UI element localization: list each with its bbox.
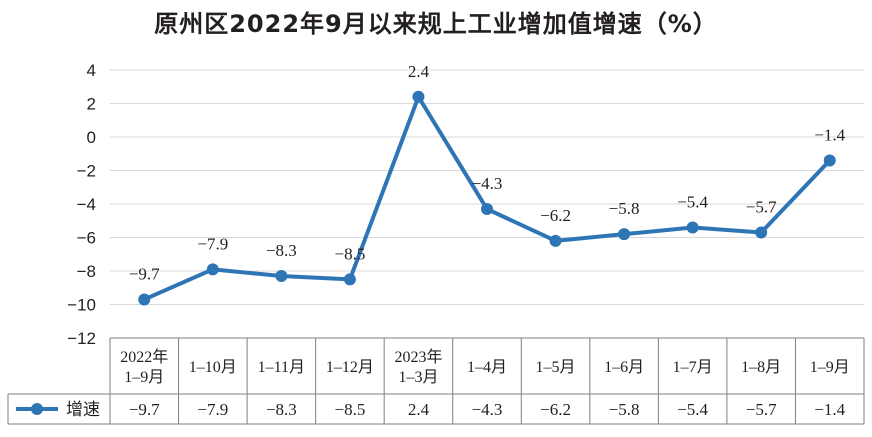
chart-title: 原州区2022年9月以来规上工业增加值增速（%） — [154, 10, 718, 38]
y-tick-label: −12 — [67, 329, 96, 348]
table-value: −1.4 — [814, 400, 845, 419]
data-point — [412, 90, 425, 103]
data-point — [343, 273, 356, 286]
y-tick-label: 0 — [87, 128, 96, 147]
y-axis-ticks: 4 2 0 −2 −4 −6 −8 −10 −12 — [67, 61, 96, 348]
y-tick-label: −4 — [77, 195, 96, 214]
data-label: −8.5 — [334, 244, 365, 263]
data-point — [823, 154, 836, 167]
data-label: −7.9 — [197, 234, 228, 253]
category-label: 1–5月 — [536, 359, 576, 376]
y-tick-label: 4 — [87, 61, 96, 80]
data-table: 2022年 1–9月 1–10月 1–11月 1–12月 2023年 1–3月 1–4月 1–5… — [7, 337, 865, 425]
category-label: 1–11月 — [258, 359, 305, 376]
data-label: −1.4 — [814, 125, 845, 144]
category-label: 1–7月 — [673, 359, 713, 376]
data-label: −6.2 — [540, 206, 571, 225]
data-point — [481, 203, 493, 216]
table-value: −8.3 — [266, 400, 297, 419]
data-point — [549, 234, 562, 247]
gridlines — [110, 69, 864, 305]
category-label: 2023年 — [394, 348, 442, 366]
data-point — [686, 221, 699, 234]
data-labels: −9.7 −7.9 −8.3 −8.5 2.4 −4.3 −6.2 −5.8 −5.4 −5.7 −… — [129, 62, 846, 284]
category-label: 2022年 — [120, 348, 168, 366]
data-point — [755, 226, 768, 239]
legend-marker — [31, 403, 43, 415]
table-value: 2.4 — [408, 400, 430, 419]
data-point — [618, 228, 631, 241]
legend-label: 增速 — [66, 400, 100, 420]
series-line-group — [138, 90, 836, 306]
series-line — [143, 94, 832, 302]
data-label: −8.3 — [266, 241, 297, 260]
category-label: 1–12月 — [326, 359, 374, 376]
category-label: 1–6月 — [604, 359, 644, 376]
data-label: −5.4 — [677, 192, 708, 211]
table-value: −5.8 — [609, 400, 640, 419]
table-value: −6.2 — [540, 400, 571, 419]
category-label: 1–4月 — [467, 359, 507, 376]
category-label: 1–8月 — [741, 359, 781, 376]
data-point — [206, 263, 219, 276]
table-value: −5.7 — [746, 400, 777, 419]
data-label: −5.8 — [609, 199, 640, 218]
data-point — [275, 270, 288, 283]
category-label: 1–9月 — [810, 359, 850, 376]
table-value: −8.5 — [334, 400, 365, 419]
category-label: 1–9月 — [124, 369, 164, 386]
y-tick-label: −2 — [77, 162, 96, 181]
table-value: −5.4 — [677, 400, 708, 419]
data-label: 2.4 — [408, 62, 430, 81]
data-label: −9.7 — [129, 264, 160, 283]
table-value: −9.7 — [129, 400, 160, 419]
y-tick-label: −10 — [67, 296, 96, 315]
y-tick-label: −6 — [77, 229, 96, 248]
y-tick-label: −8 — [77, 262, 96, 281]
data-label: −4.3 — [472, 174, 503, 193]
category-label: 1–10月 — [189, 359, 237, 376]
legend: 增速 — [16, 400, 100, 420]
data-label: −5.7 — [746, 197, 777, 216]
table-value: −4.3 — [472, 400, 503, 419]
y-tick-label: 2 — [87, 95, 96, 114]
data-point — [138, 293, 151, 306]
category-label: 1–3月 — [398, 369, 438, 386]
table-value: −7.9 — [197, 400, 228, 419]
